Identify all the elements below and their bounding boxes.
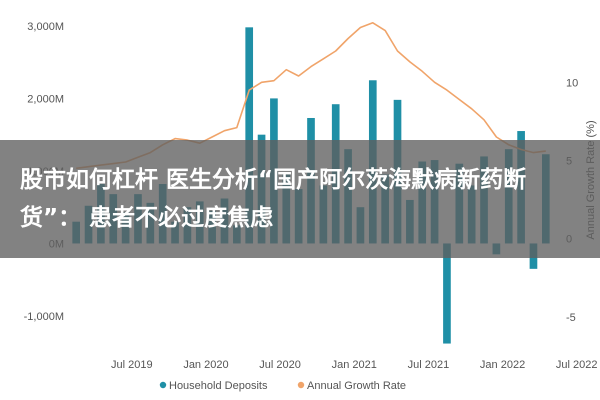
overlay-banner: 股市如何杠杆 医生分析“国产阿尔茨海默病新药断货”： 患者不必过度焦虑: [0, 140, 600, 258]
x-tick-label: Jan 2020: [183, 359, 228, 371]
left-tick-label: -1,000M: [24, 311, 64, 323]
legend-marker-growth: [297, 381, 305, 389]
deposit-bar: [245, 27, 254, 244]
right-tick-label: 10: [566, 77, 578, 89]
legend-marker-deposits: [159, 381, 167, 389]
x-tick-label: Jul 2019: [111, 359, 153, 371]
legend: Household Deposits Annual Growth Rate: [159, 380, 406, 392]
x-tick-label: Jul 2022: [556, 359, 598, 371]
x-axis: Jul 2019 Jan 2020 Jul 2020 Jan 2021 Jul 2021…: [111, 359, 598, 371]
right-tick-label: -5: [566, 312, 576, 324]
x-tick-label: Jul 2021: [408, 359, 450, 371]
left-tick-label: 3,000M: [27, 21, 64, 33]
x-tick-label: Jan 2021: [332, 359, 377, 371]
legend-label-deposits: Household Deposits: [169, 380, 268, 392]
x-tick-label: Jul 2020: [259, 359, 301, 371]
left-tick-label: 2,000M: [27, 93, 64, 105]
legend-label-growth: Annual Growth Rate: [307, 380, 406, 392]
banner-title: 股市如何杠杆 医生分析“国产阿尔茨海默病新药断货”： 患者不必过度焦虑: [20, 167, 527, 231]
deposit-bar: [443, 243, 451, 344]
x-tick-label: Jan 2022: [480, 359, 525, 371]
